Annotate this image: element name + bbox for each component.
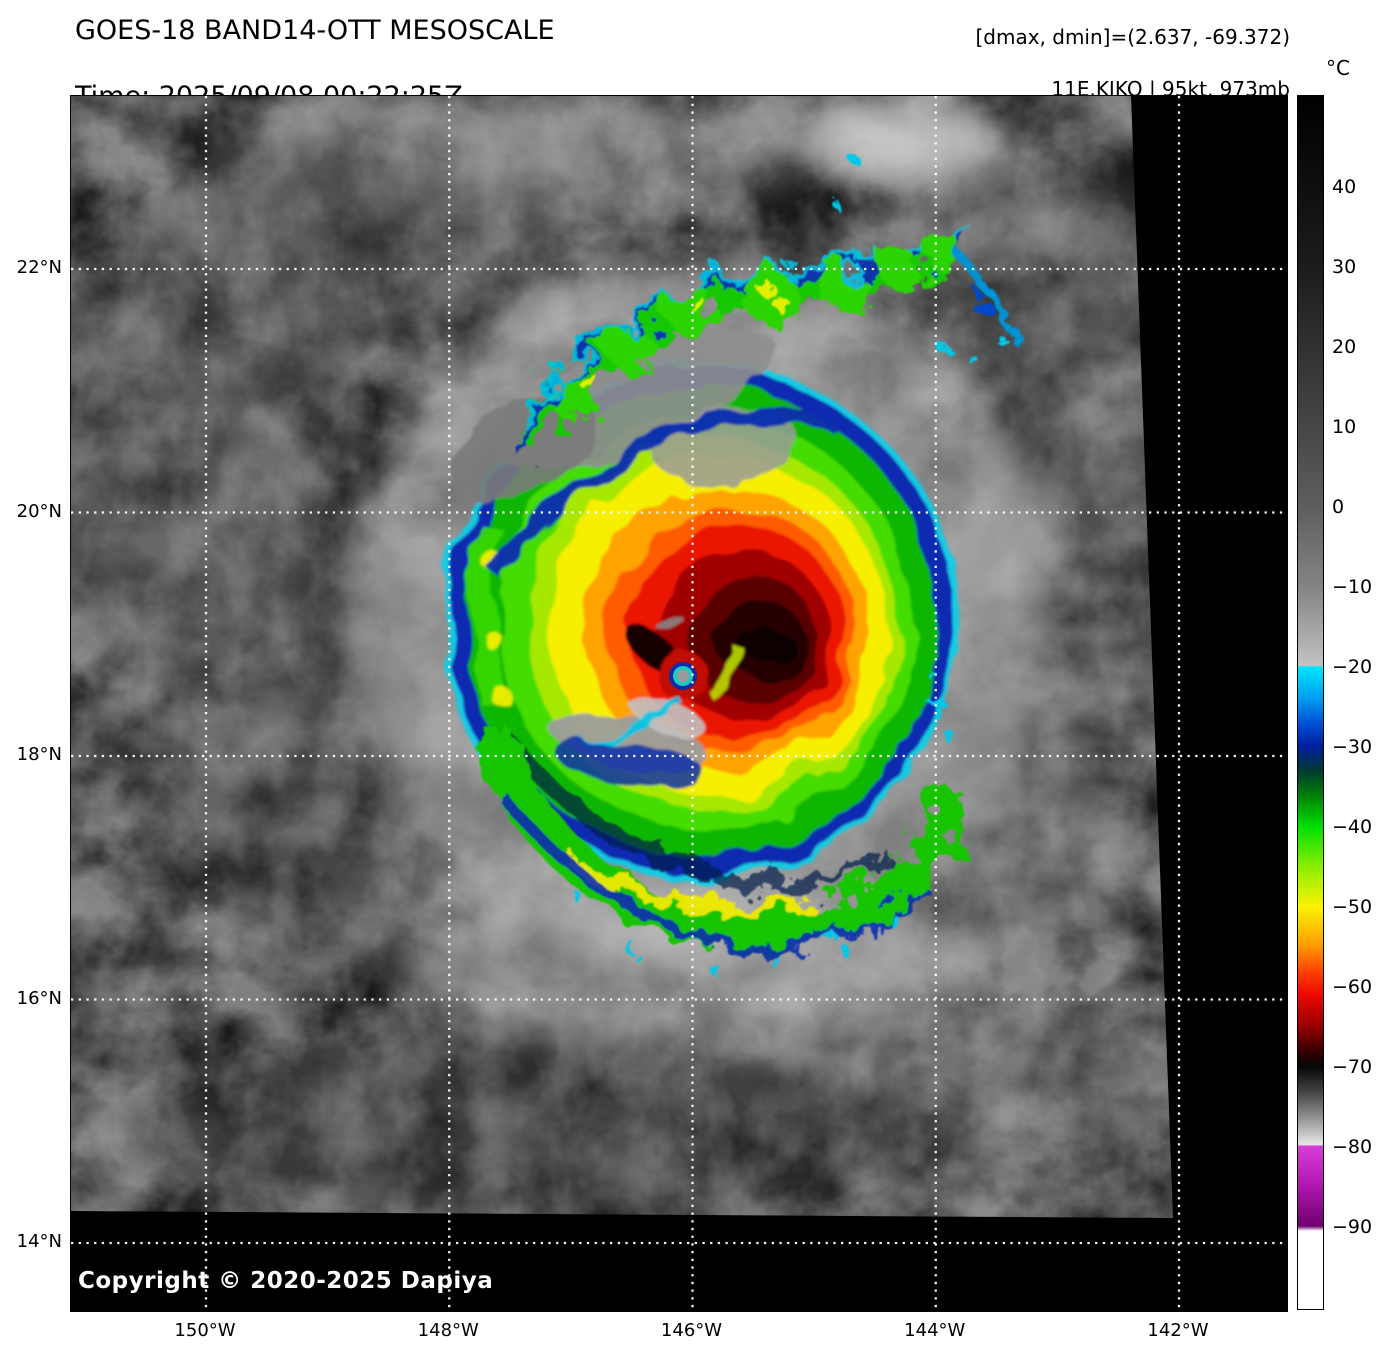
colorbar-tick-label: −10 (1332, 576, 1373, 598)
colorbar-tick-label: 40 (1332, 176, 1357, 198)
lat-tick-label: 22°N (16, 257, 62, 278)
lon-tick-label: 150°W (174, 1320, 236, 1341)
lat-tick-label: 18°N (16, 744, 62, 765)
satellite-map-canvas (71, 96, 1287, 1311)
colorbar-tick-label: −90 (1332, 1216, 1373, 1238)
colorbar-unit-label: °C (1326, 56, 1350, 80)
colorbar-tick-label: −40 (1332, 816, 1373, 838)
dmax-dmin-annotation: [dmax, dmin]=(2.637, -69.372) (975, 25, 1290, 49)
colorbar (1297, 95, 1324, 1310)
colorbar-tick-label: −20 (1332, 656, 1373, 678)
annotation-block: [dmax, dmin]=(2.637, -69.372) 11E.KIKO |… (975, 24, 1290, 102)
east-cloud-flecks (928, 671, 957, 744)
hurricane-core (443, 328, 959, 879)
satellite-map (70, 95, 1288, 1312)
north-spiral-band (511, 158, 1014, 455)
colorbar-tick-label: −30 (1332, 736, 1373, 758)
colorbar-tick-label: 0 (1332, 496, 1345, 518)
lon-tick-label: 148°W (417, 1320, 479, 1341)
colorbar-tick-label: 10 (1332, 416, 1357, 438)
colorbar-tick-label: 20 (1332, 336, 1357, 358)
lon-tick-label: 142°W (1147, 1320, 1209, 1341)
gridlines (71, 96, 1287, 1311)
satellite-data-region (71, 96, 1173, 1218)
colorbar-tick-label: −70 (1332, 1056, 1373, 1078)
colorbar-tick-label: −50 (1332, 896, 1373, 918)
hurricane-eye (669, 662, 697, 690)
lon-tick-label: 144°W (904, 1320, 966, 1341)
colorbar-tick-label: −80 (1332, 1136, 1373, 1158)
lat-tick-label: 20°N (16, 500, 62, 522)
copyright-watermark: Copyright © 2020-2025 Dapiya (78, 1268, 494, 1294)
south-spiral-band (472, 724, 973, 974)
colorbar-tick-label: −60 (1332, 976, 1373, 998)
page-title: GOES-18 BAND14-OTT MESOSCALE (75, 15, 555, 46)
lat-tick-label: 16°N (16, 987, 62, 1009)
lon-tick-label: 146°W (660, 1320, 723, 1341)
lat-tick-label: 14°N (16, 1231, 62, 1252)
colorbar-tick-label: 30 (1332, 256, 1357, 278)
